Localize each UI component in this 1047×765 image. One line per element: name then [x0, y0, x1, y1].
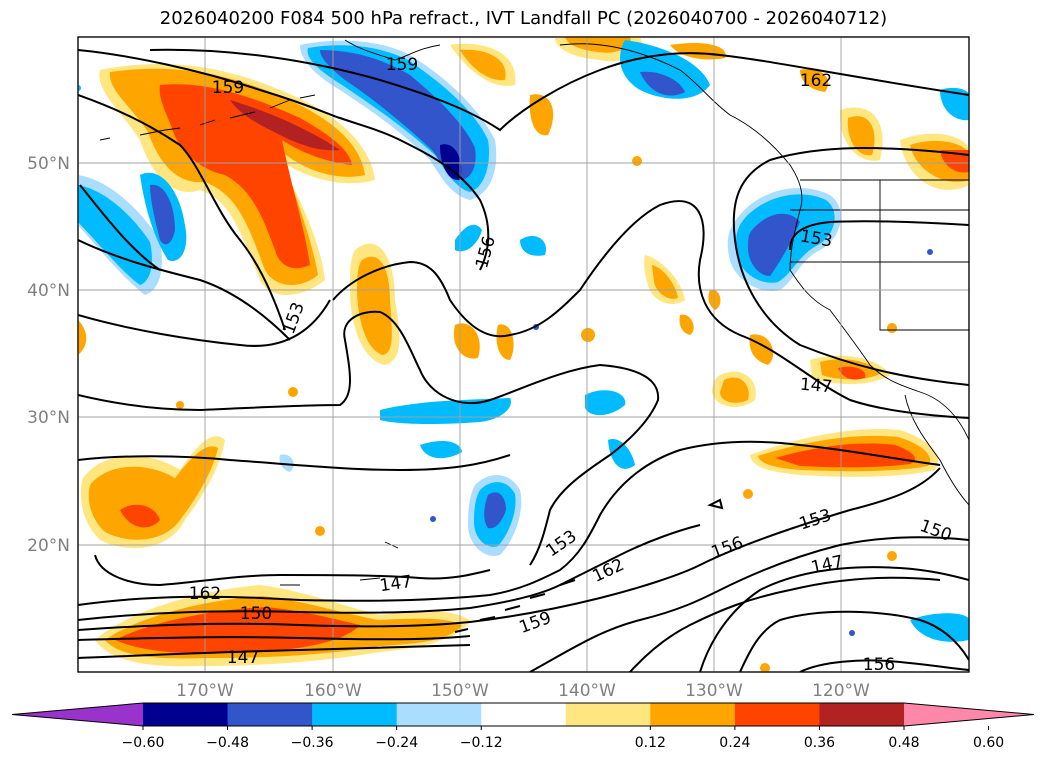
- negative-anomaly-shading: [78, 40, 969, 642]
- colorbar-segment: [143, 703, 229, 726]
- lat-label: 50°N: [27, 154, 70, 174]
- colorbar-extend-min: [12, 703, 143, 726]
- colorbar-tick-label: −0.48: [206, 735, 249, 751]
- lon-label: 170°W: [176, 681, 234, 701]
- contour-label: 150: [240, 604, 272, 624]
- lat-label: 30°N: [27, 408, 70, 428]
- colorbar-segment: [565, 703, 651, 726]
- colorbar-tick-label: −0.24: [375, 735, 418, 751]
- height-contours: [78, 48, 969, 672]
- contour-label: 159: [386, 55, 418, 75]
- colorbar-segment: [227, 703, 313, 726]
- colorbar-tick-label: −0.12: [460, 735, 503, 751]
- lon-label: 130°W: [685, 681, 743, 701]
- colorbar-tick-label: 0.60: [973, 735, 1004, 751]
- contour-label: 162: [189, 584, 221, 604]
- graticule: [78, 37, 969, 672]
- map-panel: 159 162 159 156 153 153 147 162 150 147 …: [77, 36, 970, 675]
- colorbar-segment: [312, 703, 398, 726]
- lon-label: 150°W: [431, 681, 489, 701]
- contour-label: 162: [800, 71, 832, 91]
- colorbar-extend-max: [904, 703, 1034, 726]
- coastlines: [99, 39, 969, 586]
- colorbar: −0.60 −0.48 −0.36 −0.24 −0.12 0.12 0.24 0.36 0.4…: [11, 702, 1035, 751]
- lon-label: 140°W: [558, 681, 616, 701]
- contour-label: 159: [212, 78, 244, 98]
- contour-label: 147: [799, 375, 833, 398]
- colorbar-segment: [396, 703, 482, 726]
- contour-label: 147: [378, 572, 413, 596]
- colorbar-tick-label: 0.48: [888, 735, 919, 751]
- contour-label: 147: [227, 648, 259, 668]
- colorbar-tick-label: 0.12: [635, 735, 666, 751]
- latitude-labels: 50°N 40°N 30°N 20°N: [27, 154, 70, 556]
- map-title: 2026040200 F084 500 hPa refract., IVT La…: [159, 8, 888, 29]
- longitude-labels: 170°W 160°W 150°W 140°W 130°W 120°W: [176, 681, 870, 701]
- colorbar-segment: [481, 703, 567, 726]
- colorbar-segment: [650, 703, 736, 726]
- colorbar-tick-label: −0.36: [291, 735, 334, 751]
- contour-label: 156: [863, 655, 895, 675]
- colorbar-tick-label: 0.36: [804, 735, 835, 751]
- lat-label: 20°N: [27, 536, 70, 556]
- lat-label: 40°N: [27, 281, 70, 301]
- colorbar-tick-label: −0.60: [122, 735, 165, 751]
- colorbar-segment: [734, 703, 820, 726]
- lon-label: 160°W: [304, 681, 362, 701]
- lon-label: 120°W: [812, 681, 870, 701]
- colorbar-segment: [819, 703, 905, 726]
- colorbar-tick-label: 0.24: [719, 735, 750, 751]
